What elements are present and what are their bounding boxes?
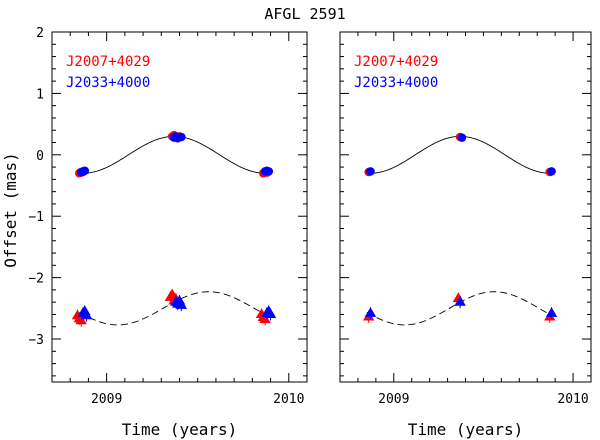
legend-entry: J2033+4000 bbox=[354, 75, 438, 91]
x-tick-label: 2010 bbox=[273, 392, 304, 407]
legend-entry: J2007+4029 bbox=[66, 54, 150, 70]
x-axis-label: Time (years) bbox=[122, 420, 238, 439]
data-point-circle bbox=[264, 167, 274, 176]
data-point-triangle bbox=[175, 299, 188, 309]
y-tick-label: −2 bbox=[28, 272, 44, 287]
data-point-circle bbox=[547, 167, 556, 176]
data-point-circle bbox=[457, 133, 467, 142]
model-curve-solid bbox=[366, 135, 552, 174]
data-point-triangle bbox=[75, 314, 87, 325]
y-axis-label: Offset (mas) bbox=[1, 152, 20, 268]
legend-entry: J2007+4029 bbox=[354, 54, 438, 70]
y-tick-label: 1 bbox=[36, 87, 44, 102]
data-point-triangle bbox=[545, 307, 558, 317]
data-point-circle bbox=[366, 167, 375, 176]
y-tick-label: −3 bbox=[28, 333, 44, 348]
y-tick-label: 2 bbox=[36, 26, 44, 41]
legend-entry: J2033+4000 bbox=[66, 75, 150, 91]
data-point-triangle bbox=[80, 309, 93, 320]
panel-right: 2009 2010 Time (years) J2007+4029 J2033+4000 bbox=[339, 31, 592, 439]
model-curve-solid bbox=[79, 135, 267, 174]
panel-left: 2009 2010 −3 −2 −1 0 1 2 Time (years) J2007+4029 J… bbox=[28, 26, 308, 439]
data-point-triangle bbox=[259, 313, 271, 323]
data-point-circle bbox=[177, 132, 186, 142]
y-tick-label: −1 bbox=[28, 210, 44, 225]
x-tick-label: 2009 bbox=[378, 392, 409, 407]
data-point-circle bbox=[80, 166, 90, 176]
x-tick-label: 2009 bbox=[91, 392, 122, 407]
data-point-triangle bbox=[264, 308, 277, 319]
chart-title: AFGL 2591 bbox=[264, 5, 345, 23]
x-tick-label: 2010 bbox=[557, 392, 588, 407]
y-tick-label: 0 bbox=[36, 149, 44, 164]
x-axis-label: Time (years) bbox=[408, 420, 524, 439]
data-point-triangle bbox=[364, 307, 377, 317]
data-point-triangle bbox=[454, 296, 466, 306]
